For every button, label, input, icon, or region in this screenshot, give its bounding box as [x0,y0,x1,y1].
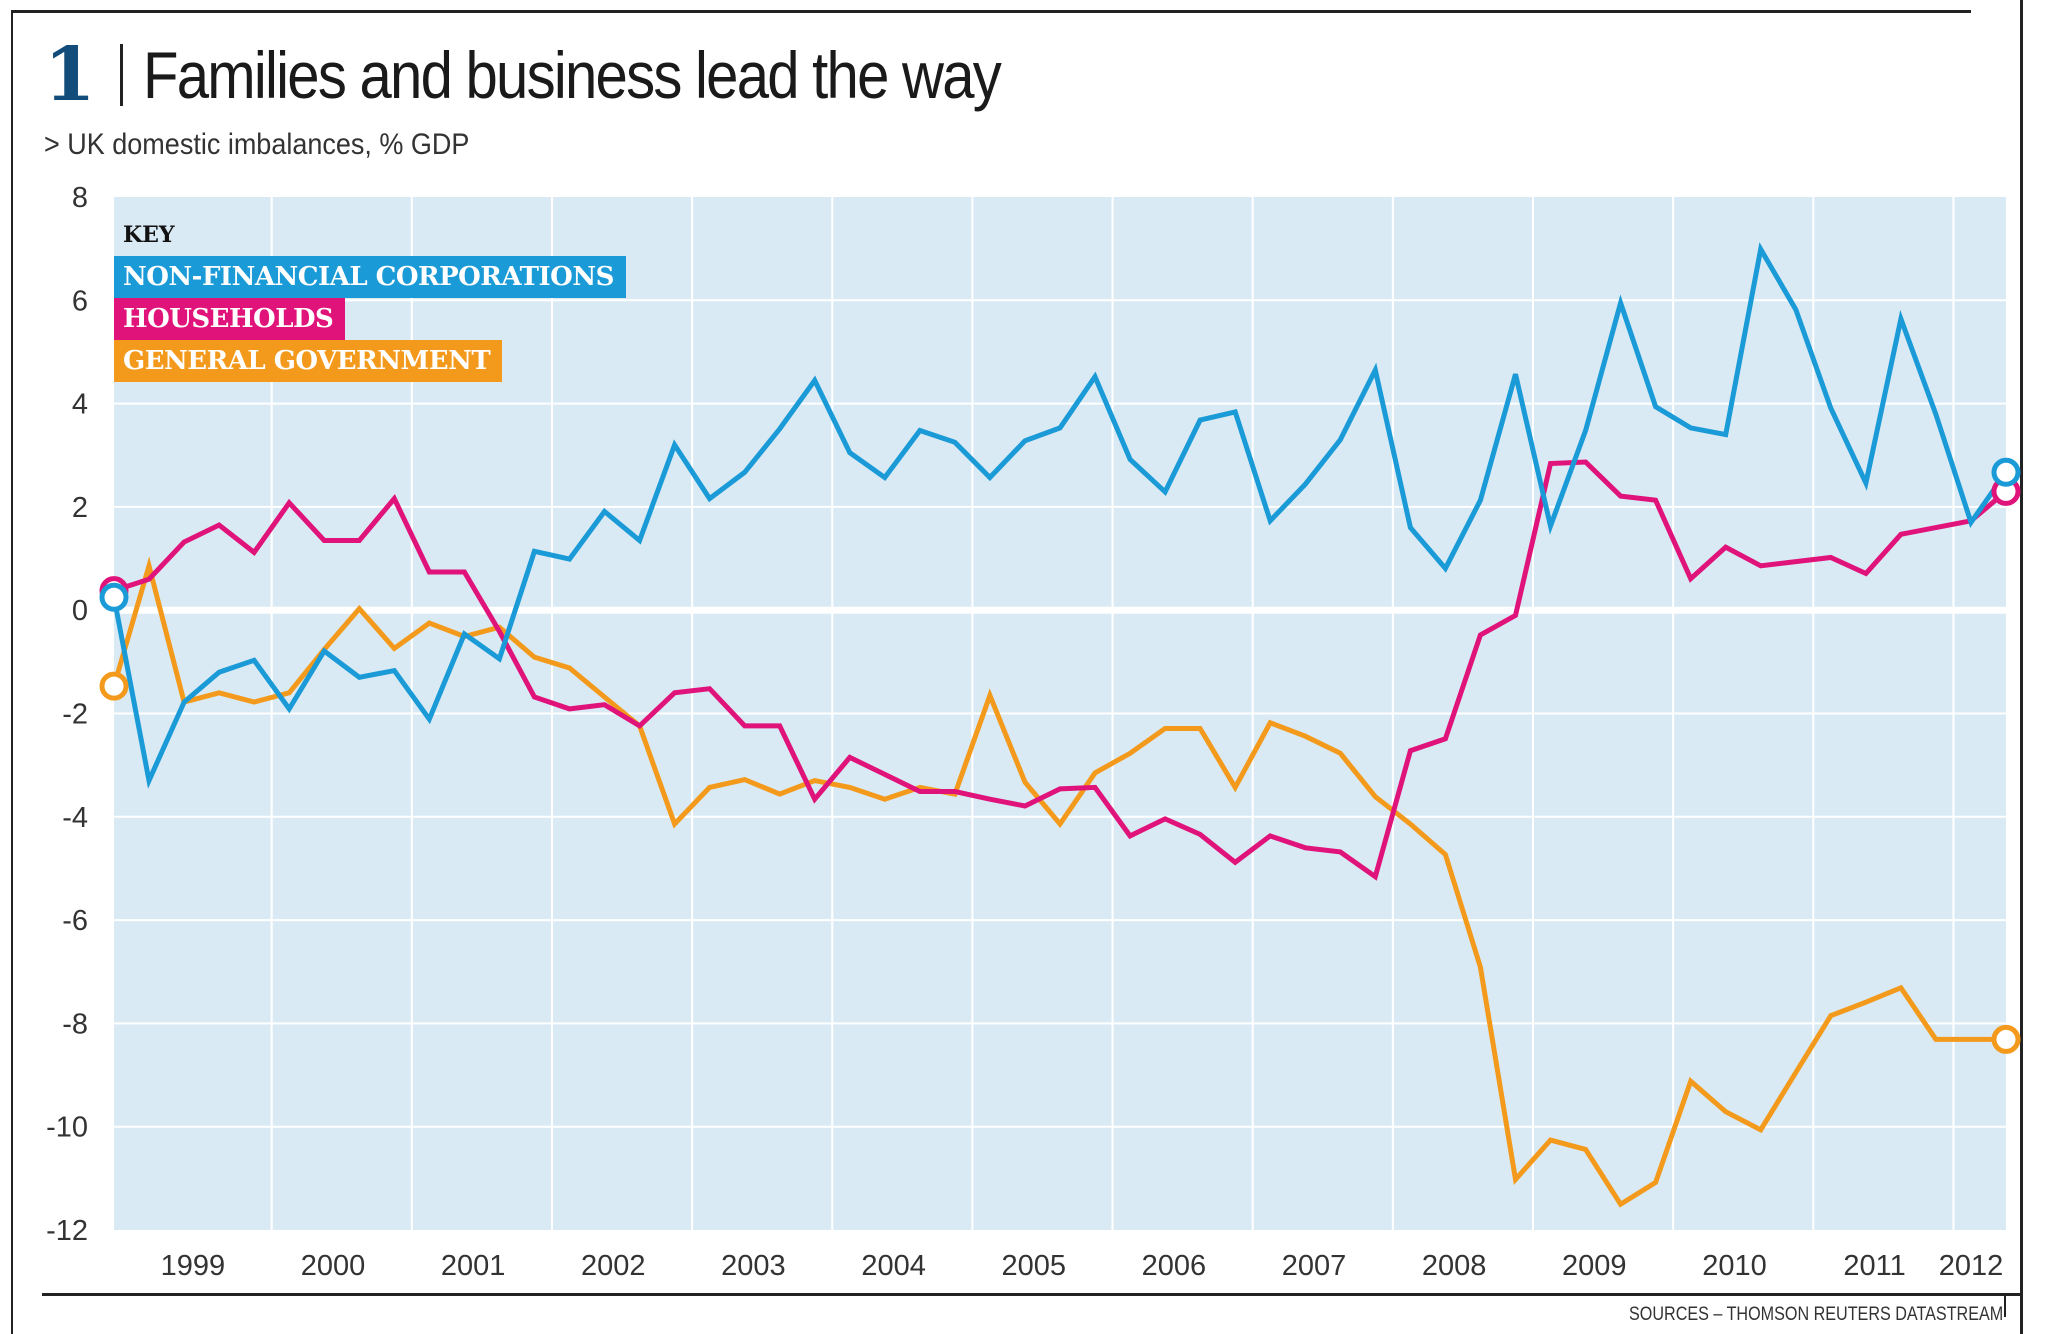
x-tick-label: 2009 [1562,1250,1627,1282]
chart-header: 1 Families and business lead the way [44,30,1116,120]
x-tick-label: 2007 [1282,1250,1347,1282]
y-tick-label: 8 [72,182,88,214]
start-marker-general-government [99,671,129,701]
series-lines [111,242,2009,1208]
y-tick-label: -4 [62,802,88,834]
y-tick-label: 2 [72,492,88,524]
legend-heading: KEY [123,222,175,248]
x-tick-label: 2003 [721,1250,786,1282]
x-tick-label: 2005 [1001,1250,1066,1282]
legend: KEY NON-FINANCIAL CORPORATIONS HOUSEHOLD… [114,222,626,382]
x-tick-label: 2001 [441,1250,506,1282]
y-tick-label: 6 [72,285,88,317]
y-tick-label: -10 [46,1112,88,1144]
x-tick-label: 2008 [1422,1250,1487,1282]
series-line-households [111,459,2009,881]
legend-item-households: HOUSEHOLDS [114,298,346,340]
x-tick-label: 2002 [581,1250,646,1282]
end-marker-non-financial-corporations [1991,457,2021,487]
series-end-markers [99,457,2021,1054]
frame-right-border [2020,0,2023,1334]
y-tick-label: -2 [62,699,88,731]
title-separator [119,44,123,106]
frame-left-border [11,10,13,1334]
y-tick-label: 0 [72,595,88,627]
series-line-general-government [111,556,2009,1208]
footer-divider [42,1293,2020,1296]
y-tick-label: -8 [62,1008,88,1040]
x-tick-label: 2010 [1702,1250,1767,1282]
x-axis-ticks: 1999 2000 2001 2002 2003 2004 2005 2006 2007 2008… [161,1250,2004,1282]
footer-tick [2004,1293,2006,1317]
end-marker-general-government [1991,1024,2021,1054]
figure-number: 1 [44,32,96,118]
x-tick-label: 2004 [861,1250,926,1282]
y-tick-label: -12 [46,1215,88,1247]
frame-top-border [11,10,1971,13]
y-tick-label: -6 [62,905,88,937]
y-axis-ticks: 8 6 4 2 0 -2 -4 -6 -8 -10 -12 [46,182,88,1247]
x-tick-label: 1999 [161,1250,226,1282]
x-tick-label: 2006 [1142,1250,1207,1282]
chart-title: Families and business lead the way [142,38,1002,112]
series-line-non-financial-corporations [111,242,2009,789]
x-tick-label: 2011 [1843,1250,1905,1282]
y-tick-label: 4 [72,389,88,421]
start-marker-non-financial-corporations [99,582,129,612]
source-note: SOURCES – THOMSON REUTERS DATASTREAM [1628,1304,2003,1325]
legend-item-government: GENERAL GOVERNMENT [114,340,503,382]
legend-item-corporations: NON-FINANCIAL CORPORATIONS [114,256,626,298]
x-tick-label: 2000 [301,1250,366,1282]
x-tick-label: 2012 [1939,1250,2004,1282]
chart-subtitle: > UK domestic imbalances, % GDP [44,128,470,161]
